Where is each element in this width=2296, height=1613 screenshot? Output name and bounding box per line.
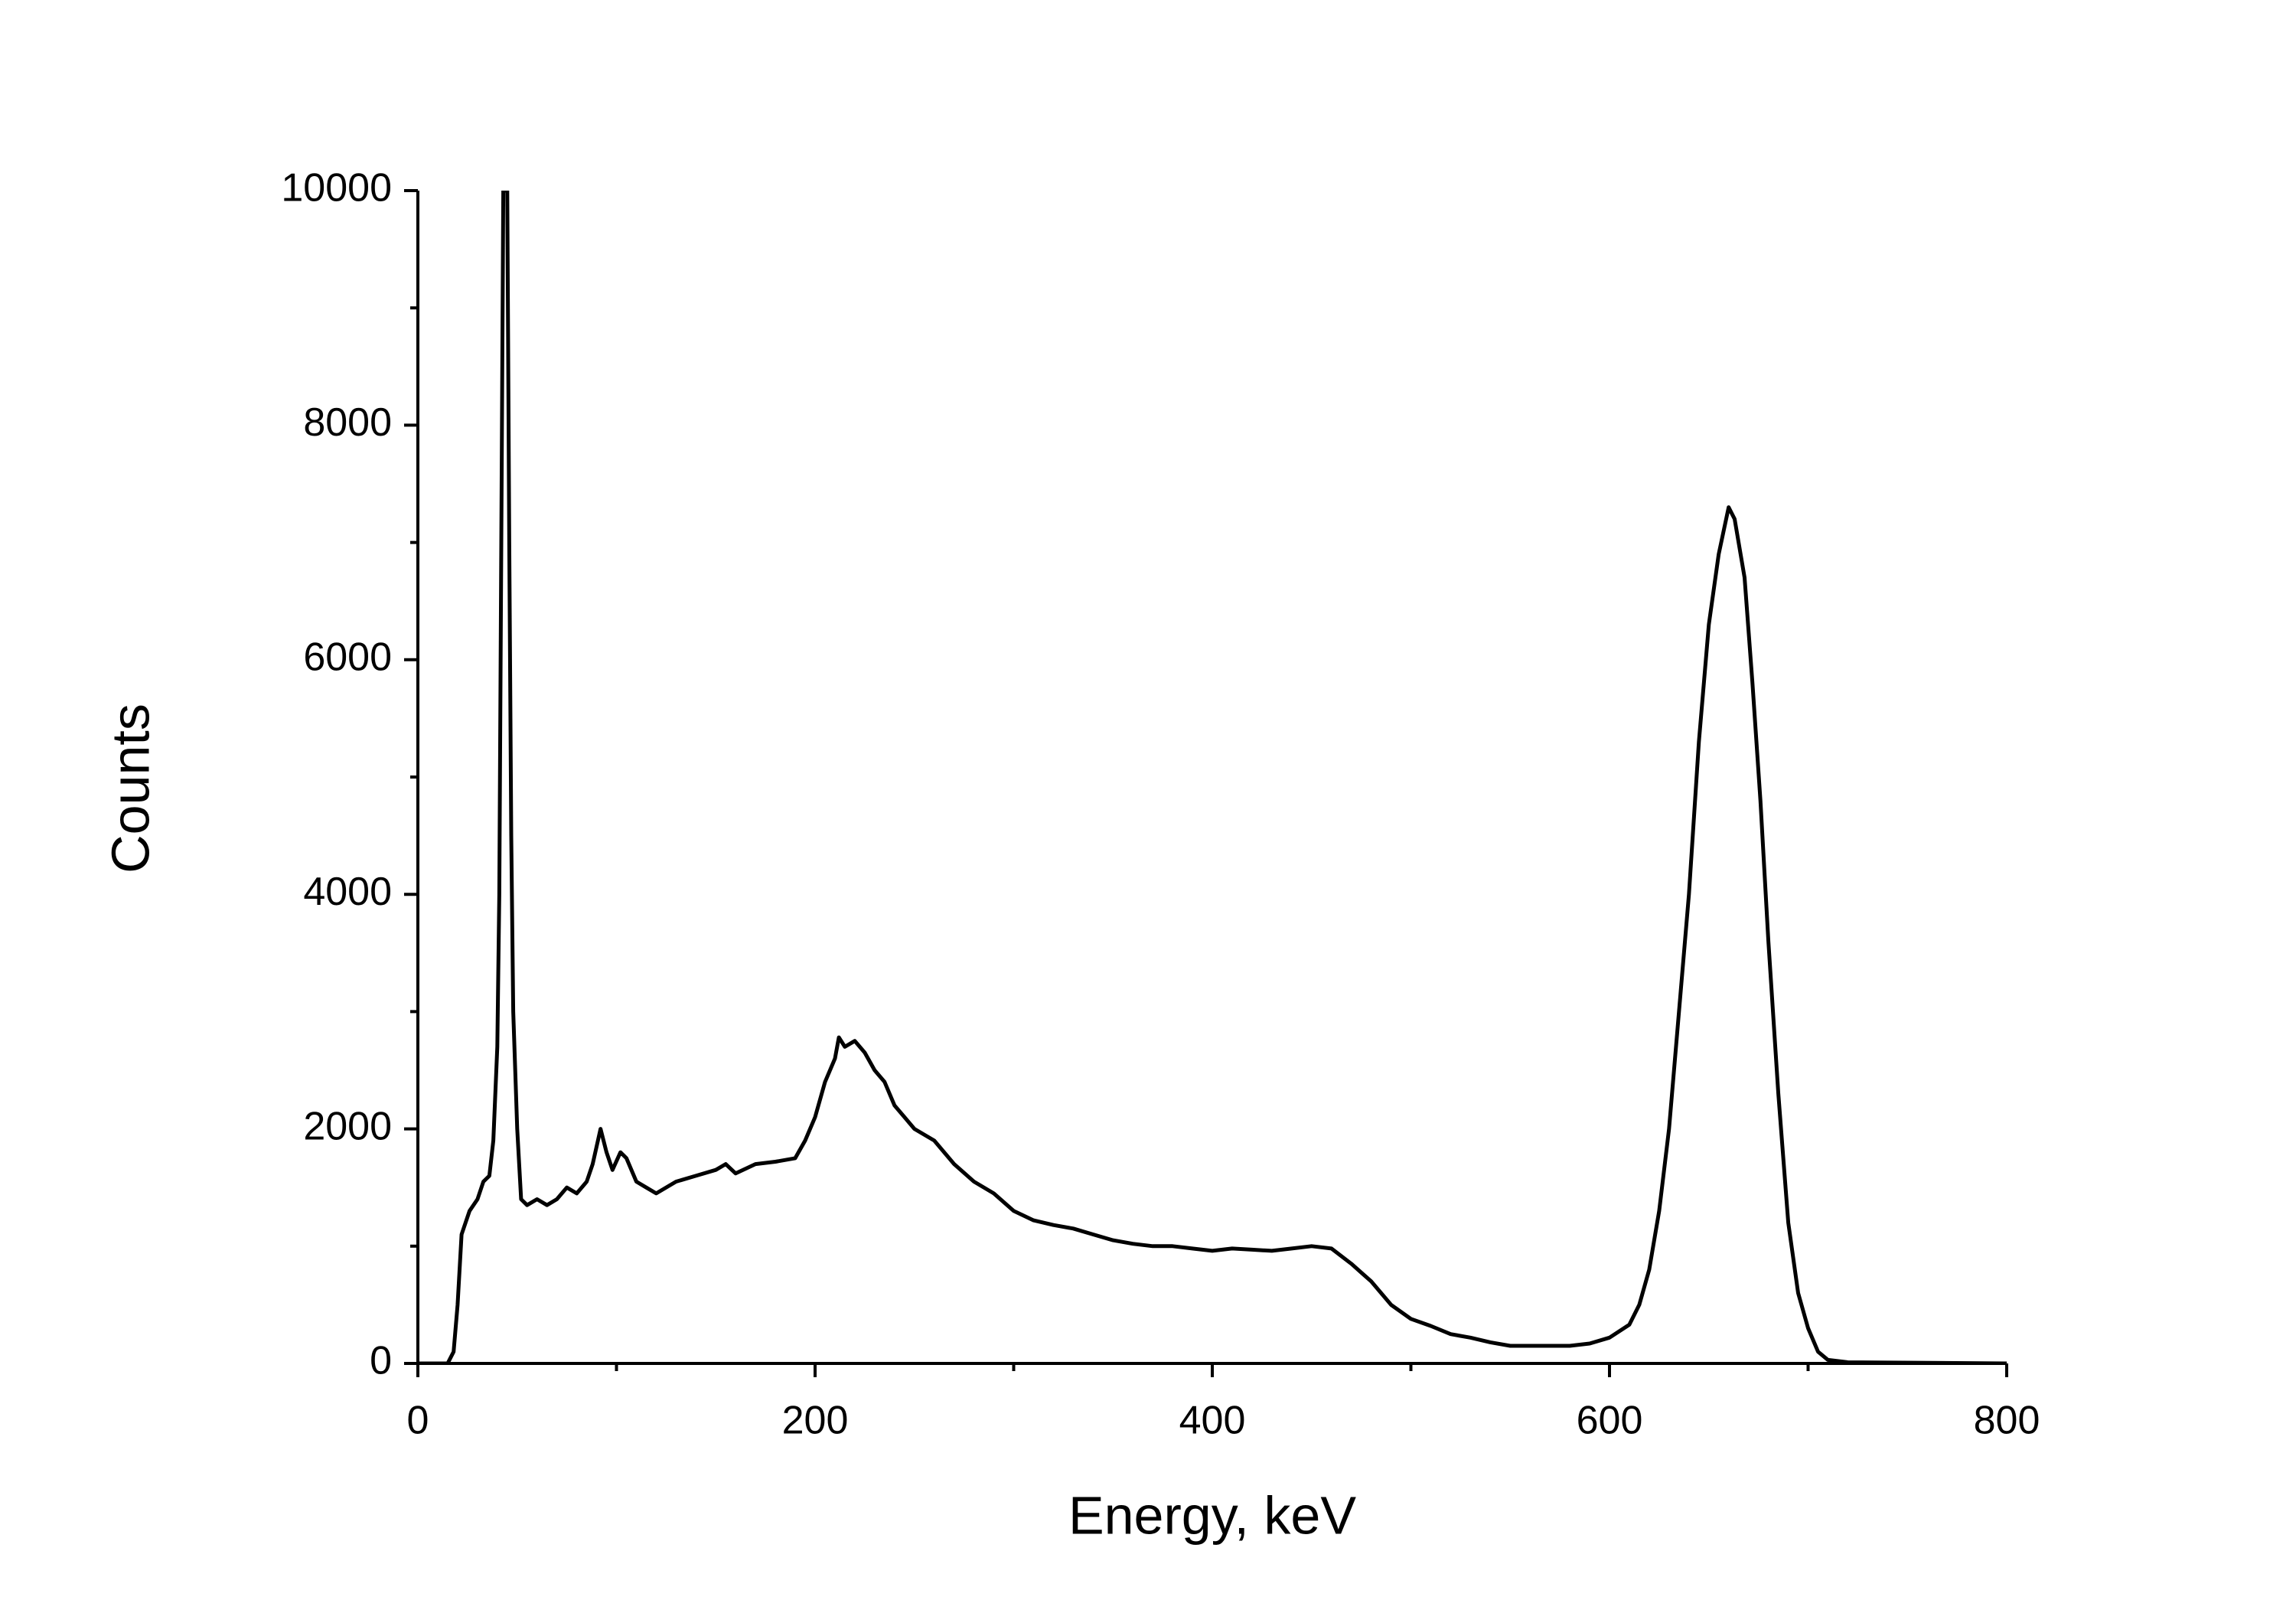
x-axis-title: Energy, keV xyxy=(1068,1485,1356,1545)
x-tick-label: 600 xyxy=(1577,1399,1643,1443)
x-tick-label: 800 xyxy=(1974,1399,2040,1443)
y-tick-label: 0 xyxy=(370,1339,392,1383)
x-tick-label: 400 xyxy=(1179,1399,1246,1443)
x-tick-label: 0 xyxy=(407,1399,429,1443)
y-tick-label: 8000 xyxy=(303,400,392,445)
y-tick-label: 6000 xyxy=(303,635,392,680)
y-tick-label: 2000 xyxy=(303,1104,392,1148)
y-tick-label: 10000 xyxy=(281,166,392,211)
y-tick-label: 4000 xyxy=(303,870,392,914)
spectrum-line xyxy=(418,191,2007,1363)
y-axis-title: Counts xyxy=(100,704,160,873)
x-tick-label: 200 xyxy=(782,1399,849,1443)
